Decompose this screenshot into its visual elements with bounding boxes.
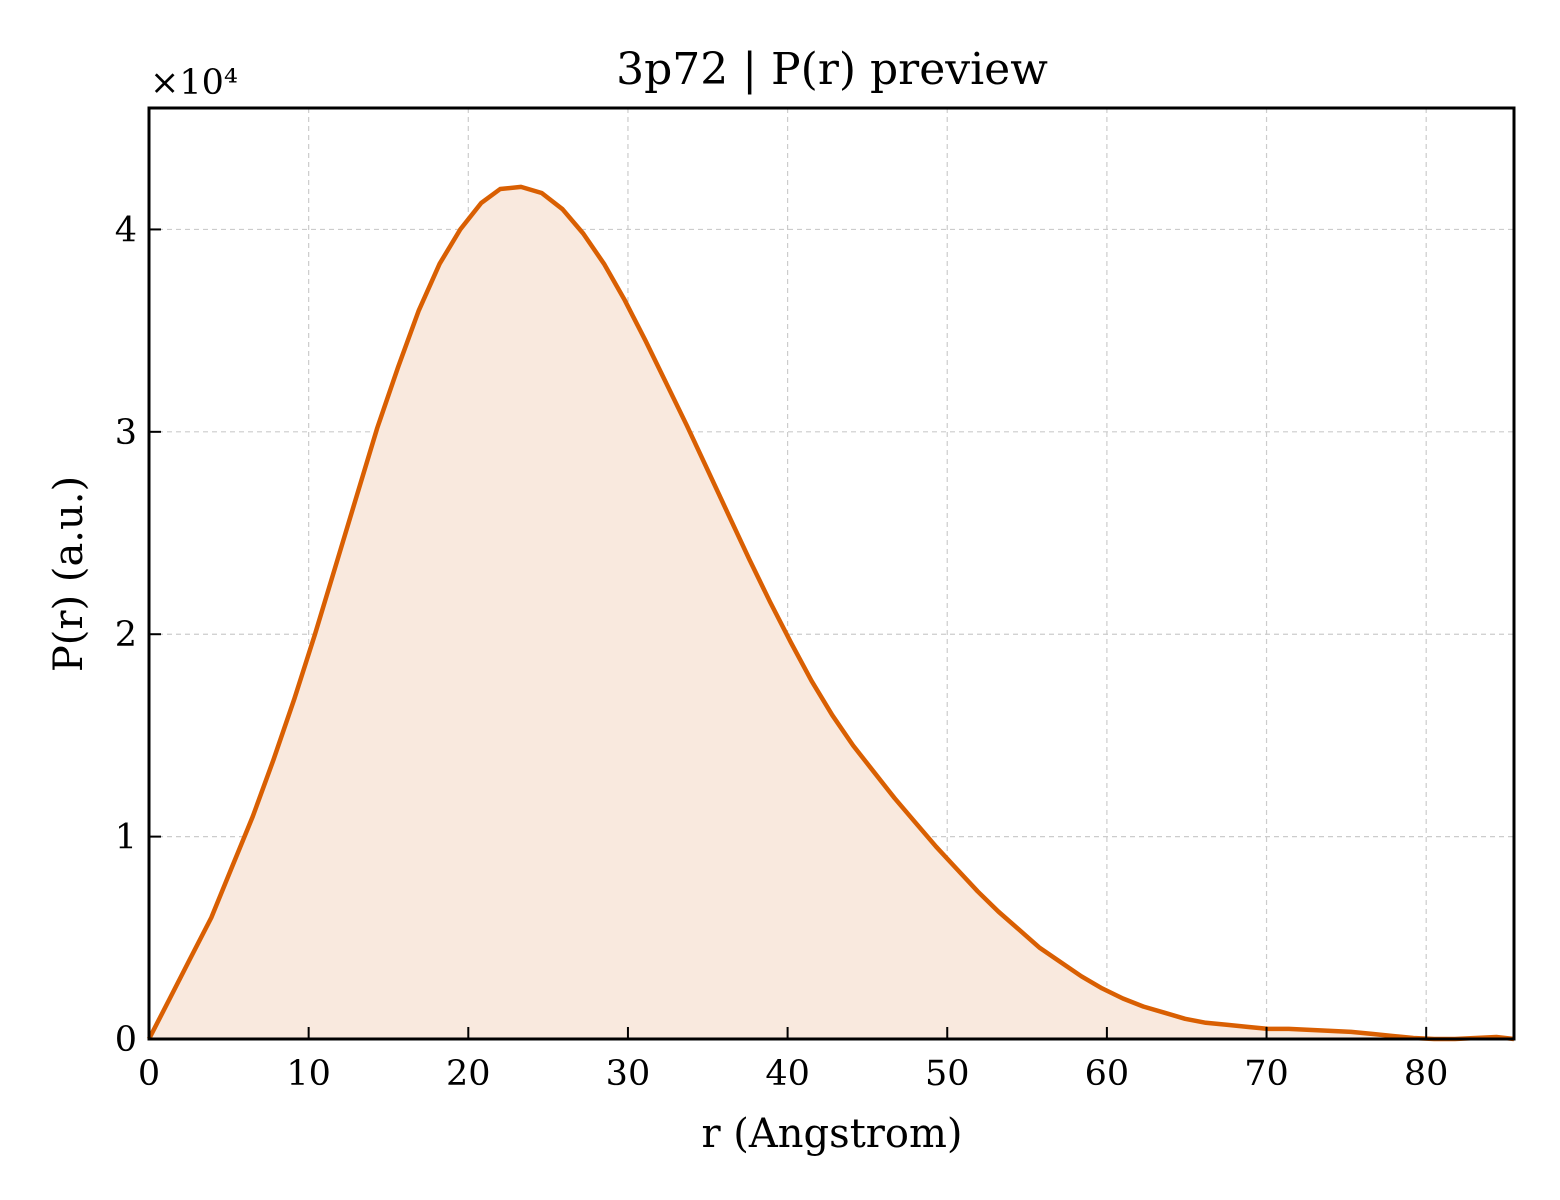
x-tick-label: 0 — [138, 1054, 160, 1094]
pr-area-fill — [149, 186, 1514, 1039]
chart-title: 3p72 | P(r) preview — [616, 44, 1048, 95]
x-tick-label: 50 — [925, 1054, 970, 1094]
y-tick-label: 1 — [115, 818, 137, 858]
y-multiplier-label: ×10⁴ — [150, 63, 238, 103]
y-tick-label: 4 — [115, 210, 137, 250]
y-tick-label: 2 — [115, 615, 137, 655]
x-tick-label: 60 — [1085, 1054, 1130, 1094]
x-tick-label: 30 — [606, 1054, 651, 1094]
x-tick-label: 20 — [446, 1054, 491, 1094]
plot-frame — [147, 106, 1516, 1041]
x-tick-label: 70 — [1244, 1054, 1289, 1094]
pr-series-line — [146, 184, 1515, 1042]
y-tick-label: 0 — [115, 1020, 137, 1060]
x-tick-label: 10 — [286, 1054, 331, 1094]
x-tick-label: 80 — [1404, 1054, 1449, 1094]
x-tick-label: 40 — [765, 1054, 810, 1094]
x-axis-label: r (Angstrom) — [701, 1111, 962, 1157]
y-tick-label: 3 — [115, 413, 137, 453]
y-axis-label: P(r) (a.u.) — [46, 476, 92, 672]
axis-ticks: 0 10 20 30 40 50 60 70 80 0 1 2 3 4 — [115, 210, 1449, 1094]
